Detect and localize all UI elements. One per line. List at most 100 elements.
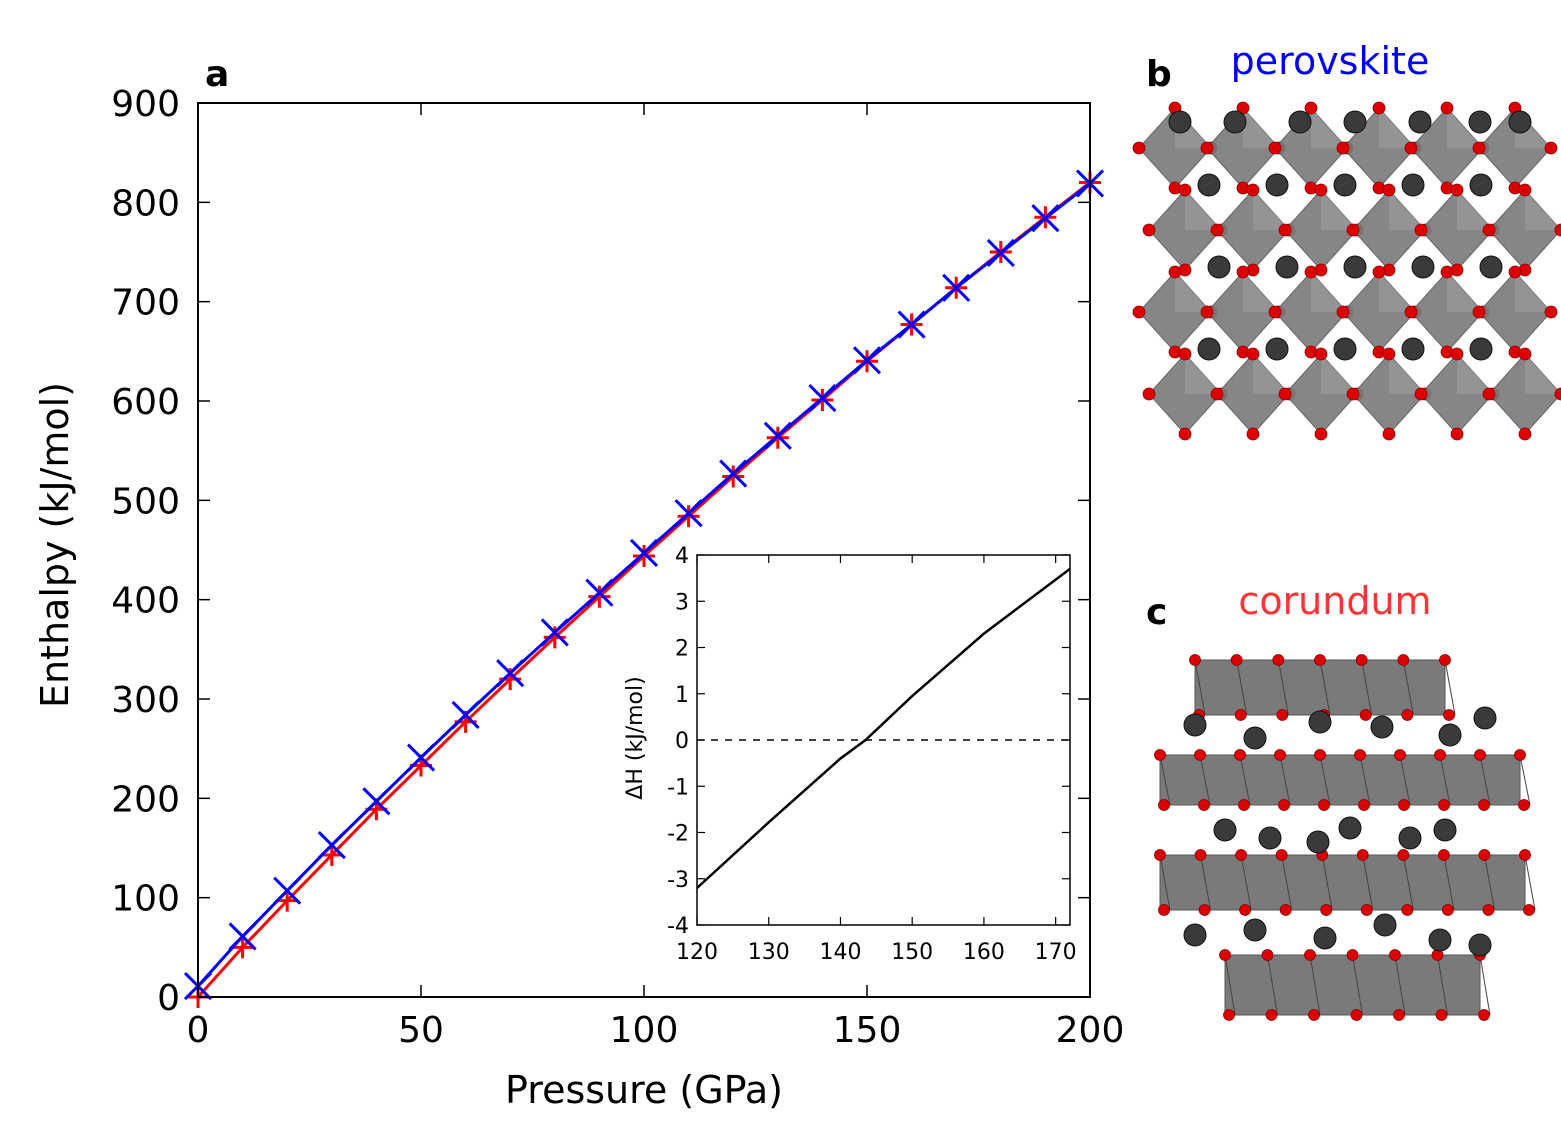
inset-y-tick-label: 2 [675, 637, 689, 662]
oxygen-atom [1230, 654, 1243, 666]
oxygen-atom [1518, 347, 1532, 361]
polyhedron-edge [1200, 854, 1212, 911]
oxygen-atom [1478, 1009, 1490, 1021]
oxygen-atom [1200, 305, 1214, 319]
oxygen-atom [1158, 904, 1170, 916]
octahedron-face [1185, 354, 1221, 394]
perovskite-point [808, 383, 837, 413]
oxygen-atom [1450, 427, 1464, 441]
oxygen-atom [1355, 654, 1368, 666]
cation-atom [1308, 710, 1332, 734]
oxygen-atom [1350, 1009, 1363, 1021]
y-tick-label: 0 [157, 978, 180, 1019]
cation-atom [1313, 926, 1337, 950]
x-tick-label: 100 [610, 1010, 679, 1051]
inset-y-tick-label: -2 [667, 822, 689, 847]
panel-label-a: a [205, 54, 229, 95]
oxygen-atom [1414, 223, 1428, 237]
oxygen-atom [1443, 709, 1455, 721]
octahedron-face [1457, 354, 1493, 394]
inset-y-tick-label: 1 [675, 683, 689, 708]
oxygen-atom [1142, 387, 1156, 401]
oxygen-atom [1482, 904, 1495, 916]
oxygen-atom [1304, 101, 1318, 115]
oxygen-atom [1346, 387, 1360, 401]
octahedron-face [1379, 108, 1415, 148]
oxygen-atom [1314, 347, 1328, 361]
cation-atom [1207, 255, 1231, 279]
perovskite-point [763, 421, 792, 450]
perovskite-point [406, 743, 436, 772]
y-tick-label: 500 [111, 481, 180, 522]
inset-ticks [696, 554, 1070, 926]
oxygen-atom [1272, 654, 1285, 666]
polyhedron-edge [1236, 659, 1248, 716]
cation-atom [1438, 723, 1462, 747]
oxygen-atom [1523, 904, 1535, 916]
oxygen-atom [1178, 347, 1192, 361]
inset-x-tick-label: 170 [1035, 940, 1077, 965]
oxygen-atom [1308, 1009, 1320, 1021]
polyhedron-edge [1240, 854, 1252, 911]
polyhedron-edge [1524, 854, 1536, 911]
polyhedron-edge [1361, 659, 1373, 716]
x-tick-label: 50 [398, 1010, 444, 1051]
oxygen-atom [1276, 709, 1289, 721]
cation-atom [1433, 818, 1457, 842]
octahedron-face [1447, 108, 1483, 148]
oxygen-atom [1234, 749, 1246, 761]
oxygen-atom [1346, 223, 1360, 237]
oxygen-atom [1519, 849, 1531, 861]
oxygen-atom [1441, 904, 1454, 916]
oxygen-atom [1200, 141, 1214, 155]
oxygen-atom [1450, 183, 1464, 197]
oxygen-atom [1450, 347, 1464, 361]
polyhedron-edge [1281, 854, 1293, 911]
inset-y-tick-label: 0 [675, 729, 689, 754]
cation-atom [1343, 110, 1367, 134]
inset-tick-labels: 120 130 140 150 160 170 -4 -3 -2 -1 0 1 2 3 4 [667, 544, 1077, 965]
oxygen-atom [1439, 654, 1451, 666]
cation-atom [1213, 818, 1237, 842]
oxygen-atom [1168, 265, 1182, 279]
polyhedra-layer [1159, 854, 1526, 911]
cation-atom [1398, 826, 1422, 850]
cation-atom [1275, 255, 1299, 279]
polyhedron-edge [1443, 854, 1455, 911]
polyhedra-layer [1224, 954, 1481, 1016]
series-perovskite [183, 169, 1105, 1001]
oxygen-atom [1235, 849, 1248, 861]
oxygen-atom [1358, 799, 1370, 811]
oxygen-atom [1158, 799, 1170, 811]
inset-series [696, 567, 1071, 889]
polyhedron-edge [1394, 954, 1406, 1016]
y-tick-label: 900 [111, 84, 180, 125]
polyhedron-edge [1439, 754, 1451, 806]
main-tick-labels: 0 50 100 150 200 0 100 200 300 400 500 600 700 800 900 [111, 84, 1124, 1051]
cation-atom [1265, 173, 1289, 197]
oxygen-atom [1359, 709, 1372, 721]
cation-atom [1183, 713, 1207, 737]
oxygen-atom [1304, 949, 1316, 961]
octahedron-face [1457, 190, 1493, 230]
polyhedron-edge [1277, 659, 1289, 716]
cation-atom [1243, 918, 1267, 942]
oxygen-atom [1482, 387, 1496, 401]
cation-atom [1288, 110, 1312, 134]
oxygen-atom [1404, 141, 1418, 155]
oxygen-atom [1178, 427, 1192, 441]
cation-atom [1479, 255, 1503, 279]
cation-atom [1508, 110, 1532, 134]
corundum-point [320, 843, 343, 866]
oxygen-atom [1154, 749, 1166, 761]
inset-y-axis-label: ΔH (kJ/mol) [623, 676, 648, 799]
oxygen-atom [1346, 949, 1359, 961]
oxygen-atom [1514, 749, 1526, 761]
cation-atom [1333, 337, 1357, 361]
perovskite-point [1031, 204, 1060, 233]
cation-atom [1258, 826, 1282, 850]
panel-c: c corundum [1146, 579, 1536, 1021]
oxygen-atom [1440, 101, 1454, 115]
oxygen-atom [1478, 799, 1490, 811]
main-x-axis-label: Pressure (GPa) [505, 1068, 783, 1112]
